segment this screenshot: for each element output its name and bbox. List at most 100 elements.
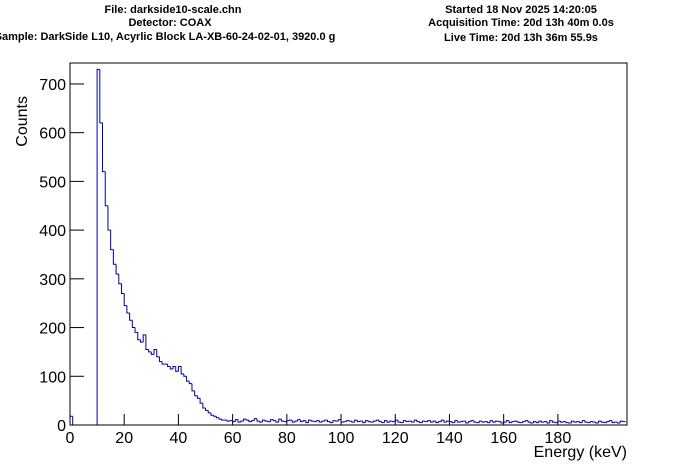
histogram-bin (505, 420, 510, 423)
histogram-bin (451, 421, 455, 424)
histogram-bin (142, 334, 146, 343)
histogram-bin (413, 419, 417, 423)
histogram-bin (156, 349, 160, 358)
histogram-bin (226, 420, 230, 422)
y-axis-label: Counts (14, 96, 31, 147)
histogram-bin (205, 407, 209, 411)
histogram-bin (432, 420, 436, 423)
histogram-bin (394, 419, 398, 422)
histogram-bin (511, 421, 515, 423)
histogram-bin (438, 421, 442, 423)
histogram-bin (332, 420, 336, 423)
histogram-bin (172, 366, 176, 369)
histogram-bin (213, 415, 217, 417)
histogram-bin (584, 420, 588, 423)
histogram-bin (245, 419, 249, 421)
histogram-bin (397, 420, 401, 423)
histogram-bin (354, 419, 358, 423)
histogram-bin (411, 421, 415, 423)
histogram-bin (524, 420, 529, 422)
y-tick-label: 700 (39, 77, 66, 94)
histogram-bin (373, 420, 377, 423)
histogram-bin (215, 416, 220, 419)
x-tick-label: 120 (382, 430, 409, 447)
histogram-bin (180, 366, 184, 375)
histogram-bin (139, 339, 144, 343)
histogram-bin (551, 420, 556, 423)
y-tick-label: 200 (39, 321, 66, 338)
histogram-bin (492, 420, 496, 423)
histogram-bin (145, 334, 149, 350)
histogram-bin (291, 420, 295, 423)
histogram-bin (381, 421, 385, 424)
frame (69, 62, 628, 426)
histogram-bin (191, 383, 195, 392)
histogram-bin (495, 420, 499, 423)
histogram-bin (522, 421, 526, 423)
histogram-bin (199, 398, 203, 404)
histogram-bin (326, 420, 331, 423)
histogram-bin (183, 373, 187, 377)
histogram-bin (99, 69, 103, 124)
histogram-bin (617, 422, 621, 424)
histogram-bin (126, 305, 130, 314)
x-tick-label: 60 (224, 430, 242, 447)
histogram-bin (570, 420, 575, 424)
histogram-bin (240, 420, 244, 423)
histogram-bin (419, 421, 423, 424)
histogram-bin (595, 422, 599, 424)
y-tick-label: 0 (57, 418, 66, 435)
histogram-bin (129, 312, 133, 321)
histogram-bin (538, 420, 542, 423)
histogram-bin (351, 421, 355, 423)
x-tick-label: 180 (545, 430, 572, 447)
histogram-bin (530, 422, 534, 424)
histogram-bin (202, 403, 206, 409)
histogram-bin (589, 421, 594, 423)
histogram-bin (375, 419, 379, 422)
histogram-bin (158, 356, 163, 363)
histogram-bin (541, 421, 545, 423)
histogram-bin (207, 410, 211, 414)
x-tick-label: 0 (66, 430, 75, 447)
histogram-bin (308, 419, 312, 423)
histogram-bin (402, 420, 407, 423)
histogram-bin (321, 420, 325, 423)
histogram-bin (324, 419, 328, 422)
histogram-bin (565, 421, 569, 424)
histogram-bin (473, 420, 477, 423)
histogram-bin (435, 421, 439, 424)
histogram-bin (251, 420, 255, 422)
histogram-bin (457, 420, 461, 423)
histogram-bin (299, 419, 304, 423)
histogram-bin (546, 421, 550, 424)
histogram-bin (302, 420, 306, 422)
header-text: Live Time: 20d 13h 36m 55.9s (444, 32, 598, 44)
histogram-bin (148, 349, 152, 353)
histogram-bin (218, 417, 222, 420)
x-axis-label: Energy (keV) (534, 444, 627, 461)
histogram-bin (242, 418, 247, 422)
histogram-bin (389, 420, 393, 423)
histogram-bin (177, 366, 182, 372)
histogram-bin (150, 351, 155, 355)
histogram-bin (345, 420, 350, 422)
histogram-bin (188, 381, 192, 385)
header-text: Sample: DarkSide L10, Acyrlic Block LA-X… (0, 31, 335, 43)
histogram-bin (557, 420, 561, 423)
histogram-bin (221, 419, 225, 421)
histogram-bin (611, 420, 615, 424)
histogram-bin (356, 420, 361, 423)
histogram-bin (234, 419, 239, 422)
plot-area: 0 100 200 300 400 500 600 700 0 20 40 60 80 100 120 140… (39, 68, 626, 447)
histogram-bin (383, 420, 388, 423)
histogram-bin (275, 420, 279, 423)
histogram-bin (560, 421, 564, 423)
histogram-bin (600, 421, 604, 423)
histogram-bin (429, 420, 434, 423)
histogram-bin (102, 122, 106, 173)
histogram-bin (175, 366, 179, 372)
histogram-bin (427, 420, 431, 422)
